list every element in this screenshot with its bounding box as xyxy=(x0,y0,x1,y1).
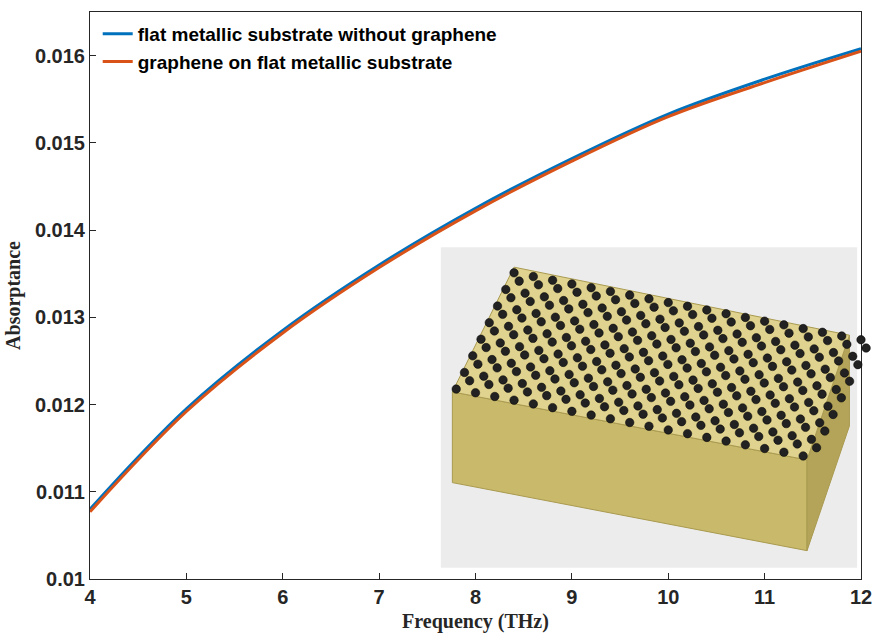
svg-text:0.01: 0.01 xyxy=(46,568,85,590)
svg-text:12: 12 xyxy=(850,586,872,608)
svg-text:0.014: 0.014 xyxy=(35,219,86,241)
svg-text:Absorptance: Absorptance xyxy=(2,241,25,350)
svg-text:0.012: 0.012 xyxy=(35,394,85,416)
svg-text:6: 6 xyxy=(277,586,288,608)
svg-text:7: 7 xyxy=(374,586,385,608)
svg-text:4: 4 xyxy=(84,586,96,608)
svg-text:0.011: 0.011 xyxy=(36,481,85,503)
svg-text:0.015: 0.015 xyxy=(35,132,85,154)
svg-text:0.016: 0.016 xyxy=(35,45,85,67)
svg-text:8: 8 xyxy=(470,586,481,608)
svg-text:5: 5 xyxy=(181,586,192,608)
svg-text:graphene on flat metallic subs: graphene on flat metallic substrate xyxy=(138,52,453,73)
svg-text:11: 11 xyxy=(754,586,775,608)
svg-text:Frequency (THz): Frequency (THz) xyxy=(402,610,549,633)
svg-text:10: 10 xyxy=(657,586,679,608)
svg-text:0.013: 0.013 xyxy=(35,306,85,328)
svg-text:9: 9 xyxy=(566,586,577,608)
svg-text:flat metallic substrate withou: flat metallic substrate without graphene xyxy=(138,24,497,45)
